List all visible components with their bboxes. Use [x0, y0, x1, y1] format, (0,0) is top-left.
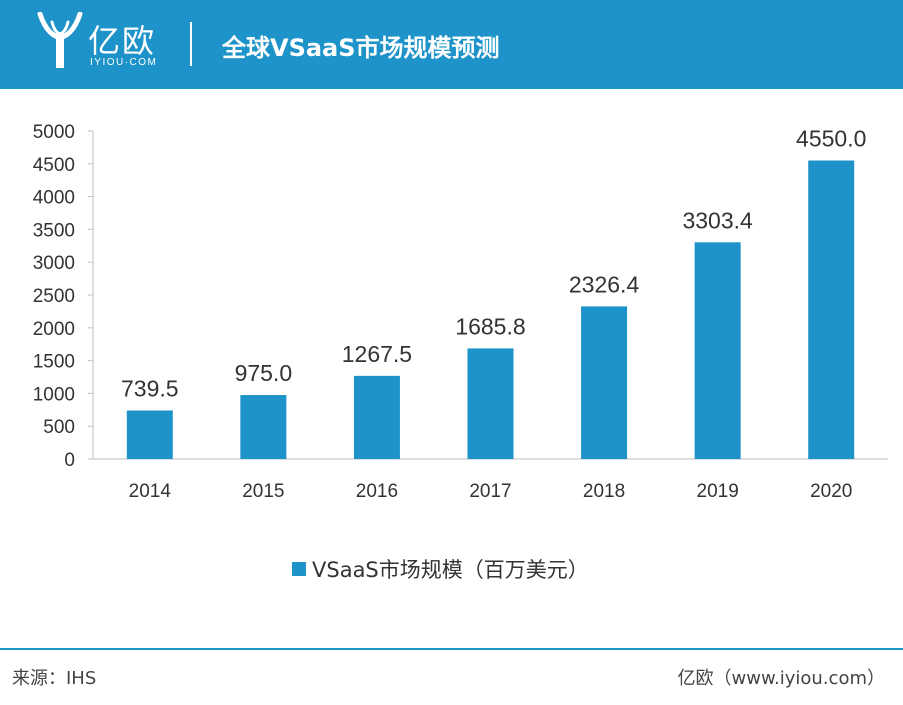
data-label: 975.0 [235, 360, 293, 386]
y-tick-label: 0 [64, 450, 75, 471]
source-text: 来源：IHS [12, 668, 97, 689]
data-label: 3303.4 [682, 207, 753, 233]
header-bar: 亿欧 IYIOU·COM 全球VSaaS市场规模预测 [0, 0, 903, 89]
y-tick-label: 1500 [33, 352, 75, 373]
bar [353, 375, 400, 459]
data-label: 1267.5 [342, 341, 412, 367]
y-tick-label: 2000 [33, 319, 75, 340]
y-tick-label: 4000 [33, 188, 75, 209]
x-tick-label: 2018 [583, 481, 625, 502]
y-tick-label: 5000 [33, 122, 75, 143]
x-tick-label: 2014 [129, 481, 172, 502]
logo-text-en: IYIOU·COM [90, 57, 158, 68]
data-label: 1685.8 [455, 313, 525, 339]
data-label: 2326.4 [569, 271, 640, 297]
iyiou-logo-icon [37, 11, 83, 68]
x-tick-label: 2017 [469, 481, 511, 502]
chart-axes: 0 500 1000 1500 2000 2500 3000 3500 4000 4500 5000… [33, 122, 888, 502]
x-tick-label: 2015 [242, 481, 284, 502]
legend-swatch [292, 562, 306, 576]
y-tick-label: 500 [43, 417, 75, 438]
data-label: 739.5 [121, 375, 179, 401]
credit-text: 亿欧（www.iyiou.com） [677, 668, 885, 689]
x-tick-label: 2020 [810, 481, 852, 502]
iyiou-logo[interactable]: 亿欧 IYIOU·COM [36, 11, 166, 78]
bar [694, 242, 741, 459]
chart-bars [126, 160, 855, 459]
y-tick-label: 3500 [33, 220, 75, 241]
chart-data-labels: 739.5 975.0 1267.5 1685.8 2326.4 3303.4 4550.0 [121, 126, 866, 402]
x-tick-label: 2019 [697, 481, 739, 502]
y-tick-label: 2500 [33, 286, 75, 307]
bar [240, 395, 287, 459]
page-title: 全球VSaaS市场规模预测 [222, 34, 500, 62]
legend-label: VSaaS市场规模（百万美元） [312, 558, 589, 582]
bar [467, 348, 514, 459]
header-divider [190, 22, 192, 66]
bar [126, 410, 173, 459]
y-tick-label: 4500 [33, 155, 75, 176]
y-tick-label: 1000 [33, 384, 75, 405]
bar-chart: 0 500 1000 1500 2000 2500 3000 3500 4000 4500 5000… [33, 122, 888, 502]
bar [808, 160, 855, 459]
bar [581, 306, 628, 459]
x-tick-label: 2016 [356, 481, 398, 502]
footer-divider [0, 648, 903, 650]
chart-legend: VSaaS市场规模（百万美元） [292, 554, 589, 584]
logo-text-cn: 亿欧 [88, 22, 157, 60]
y-tick-label: 3000 [33, 253, 75, 274]
data-label: 4550.0 [796, 126, 866, 152]
